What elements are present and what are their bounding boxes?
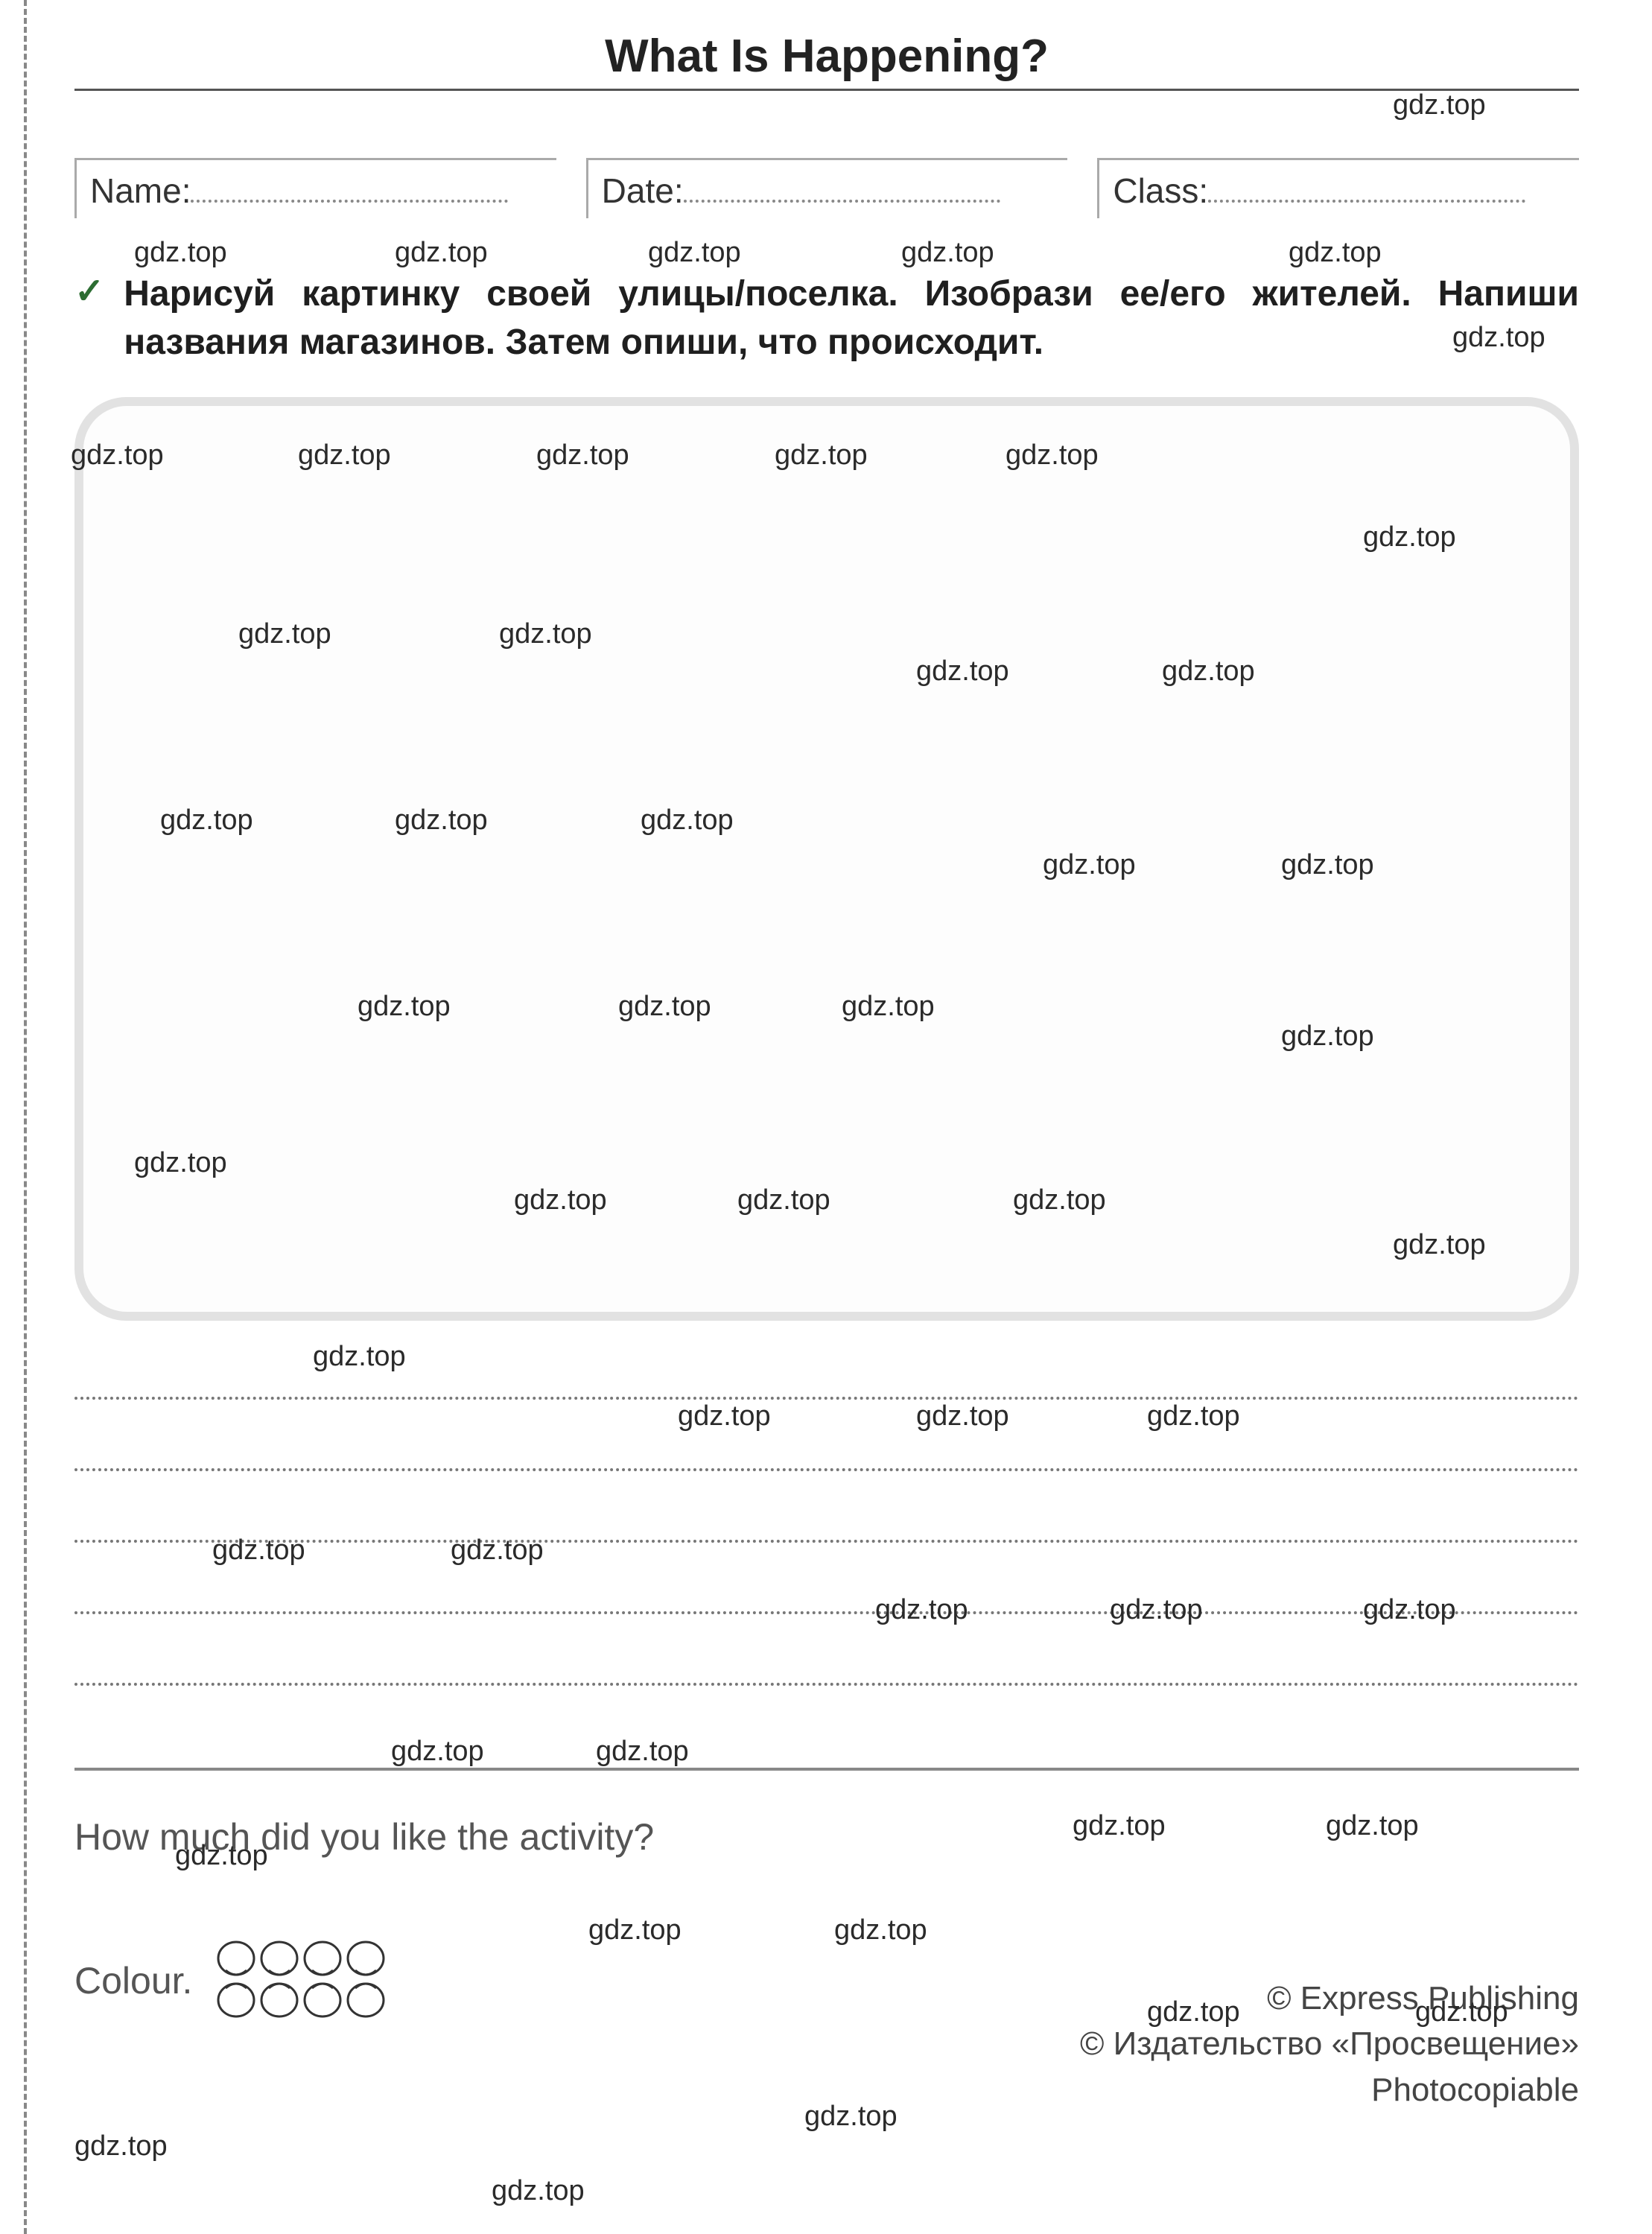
name-field[interactable]: Name: [74, 158, 556, 218]
watermark-text: gdz.top [514, 1184, 607, 1216]
watermark-text: gdz.top [1289, 237, 1382, 269]
writing-line[interactable] [74, 1640, 1579, 1686]
watermark-text: gdz.top [212, 1535, 305, 1567]
watermark-text: gdz.top [160, 805, 253, 837]
watermark-text: gdz.top [1162, 656, 1255, 688]
watermark-text: gdz.top [648, 237, 741, 269]
rating-lamp-icon[interactable] [344, 1941, 387, 2018]
watermark-text: gdz.top [1326, 1810, 1419, 1842]
class-dotline [1208, 172, 1525, 203]
name-label: Name: [90, 171, 191, 210]
watermark-text: gdz.top [499, 618, 592, 650]
watermark-text: gdz.top [618, 991, 711, 1023]
watermark-text: gdz.top [1393, 89, 1486, 121]
copyright-line-3: Photocopiable [1080, 2067, 1579, 2113]
watermark-text: gdz.top [596, 1736, 689, 1768]
watermark-text: gdz.top [1281, 1021, 1374, 1053]
student-info-row: Name: Date: Class: [74, 158, 1579, 218]
writing-line[interactable] [74, 1354, 1579, 1400]
watermark-text: gdz.top [238, 618, 331, 650]
watermark-text: gdz.top [678, 1400, 771, 1432]
watermark-text: gdz.top [134, 237, 227, 269]
rating-lamp-icon[interactable] [215, 1941, 258, 2018]
watermark-text: gdz.top [588, 1914, 682, 1946]
watermark-text: gdz.top [536, 439, 629, 472]
page-title: What Is Happening? [74, 30, 1579, 89]
date-dotline [684, 172, 1000, 203]
watermark-text: gdz.top [71, 439, 164, 472]
watermark-text: gdz.top [391, 1736, 484, 1768]
footer-separator [74, 1768, 1579, 1771]
watermark-text: gdz.top [358, 991, 451, 1023]
title-row: What Is Happening? [74, 30, 1579, 91]
watermark-text: gdz.top [492, 2175, 585, 2207]
watermark-text: gdz.top [1363, 521, 1456, 553]
watermark-text: gdz.top [1110, 1594, 1203, 1626]
watermark-text: gdz.top [1013, 1184, 1106, 1216]
writing-lines [74, 1354, 1579, 1686]
colour-label: Colour. [74, 1959, 192, 2002]
rating-lamps[interactable] [215, 1941, 387, 2022]
watermark-text: gdz.top [134, 1147, 227, 1179]
footer-area: How much did you like the activity? Colo… [74, 1815, 1579, 2128]
worksheet-page: What Is Happening? Name: Date: Class: ✓ … [45, 0, 1624, 2234]
watermark-text: gdz.top [901, 237, 994, 269]
class-label: Class: [1113, 171, 1208, 210]
watermark-text: gdz.top [1415, 1996, 1508, 2028]
watermark-text: gdz.top [834, 1914, 927, 1946]
watermark-text: gdz.top [451, 1535, 544, 1567]
watermark-text: gdz.top [175, 1840, 268, 1872]
watermark-text: gdz.top [775, 439, 868, 472]
watermark-text: gdz.top [916, 1400, 1009, 1432]
watermark-text: gdz.top [1452, 322, 1545, 354]
writing-line[interactable] [74, 1425, 1579, 1471]
watermark-text: gdz.top [298, 439, 391, 472]
writing-line[interactable] [74, 1568, 1579, 1614]
watermark-text: gdz.top [1281, 849, 1374, 881]
watermark-text: gdz.top [74, 2130, 168, 2162]
watermark-text: gdz.top [916, 656, 1009, 688]
instructions-text: Нарисуй картинку своей улицы/поселка. Из… [124, 270, 1579, 367]
name-dotline [191, 172, 507, 203]
watermark-text: gdz.top [313, 1341, 406, 1373]
title-underline [74, 89, 1579, 91]
watermark-text: gdz.top [1147, 1400, 1240, 1432]
watermark-text: gdz.top [395, 237, 488, 269]
watermark-text: gdz.top [1147, 1996, 1240, 2028]
watermark-text: gdz.top [1043, 849, 1136, 881]
watermark-text: gdz.top [1363, 1594, 1456, 1626]
watermark-text: gdz.top [1073, 1810, 1166, 1842]
watermark-text: gdz.top [875, 1594, 968, 1626]
watermark-text: gdz.top [395, 805, 488, 837]
rating-lamp-icon[interactable] [258, 1941, 301, 2018]
watermark-text: gdz.top [737, 1184, 830, 1216]
watermark-text: gdz.top [641, 805, 734, 837]
class-field[interactable]: Class: [1097, 158, 1579, 218]
date-field[interactable]: Date: [586, 158, 1068, 218]
watermark-text: gdz.top [842, 991, 935, 1023]
watermark-text: gdz.top [1393, 1229, 1486, 1261]
watermark-text: gdz.top [804, 2101, 898, 2133]
perforation-edge [24, 0, 27, 2234]
checkmark-icon: ✓ [74, 270, 104, 314]
instructions-block: ✓ Нарисуй картинку своей улицы/поселка. … [74, 270, 1579, 367]
date-label: Date: [602, 171, 684, 210]
rating-lamp-icon[interactable] [301, 1941, 344, 2018]
watermark-text: gdz.top [1006, 439, 1099, 472]
